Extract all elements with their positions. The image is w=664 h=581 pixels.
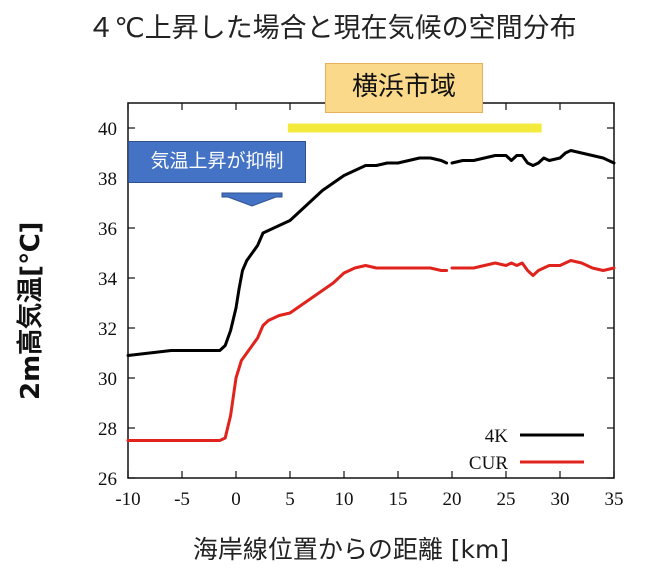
annotation-layer [221,123,542,207]
y-tick-label: 40 [98,119,117,140]
suppression-callout: 気温上昇が抑制 [128,141,306,183]
y-tick-label: 34 [98,269,118,290]
series-line-4k [126,156,449,357]
x-tick-label: 5 [285,489,295,510]
x-tick-label: 30 [551,489,570,510]
series-lines [126,149,616,442]
x-tick-label: 10 [335,489,354,510]
y-tick-label: 38 [98,169,117,190]
series-line-cur [126,264,449,442]
series-line-cur [450,259,616,277]
x-tick-label: 25 [497,489,516,510]
chart-title: ４℃上昇した場合と現在気候の空間分布 [87,13,577,44]
x-tick-label: 0 [231,489,241,510]
legend-label-4k: 4K [485,426,509,447]
y-tick-label: 26 [98,469,117,490]
y-axis-label: 2m高気温[℃] [16,221,46,400]
yokohama-region-label: 横浜市域 [325,63,483,113]
x-tick-label: 15 [389,489,408,510]
x-tick-label: 35 [605,489,624,510]
x-axis-label: 海岸線位置からの距離 [km] [192,535,510,564]
legend-label-cur: CUR [469,453,508,474]
y-tick-label: 30 [98,369,117,390]
x-tick-label: -5 [174,489,190,510]
series-line-4k [450,149,616,167]
y-tick-label: 28 [98,419,117,440]
legend: 4K CUR [469,426,584,474]
axis-tick-labels: -10 -5 0 5 10 15 20 25 30 35 26 28 30 32 34 36 38 40 [98,119,624,510]
x-tick-label: 20 [443,489,462,510]
down-arrow-icon [221,192,283,207]
y-tick-label: 36 [98,219,117,240]
y-tick-label: 32 [98,319,117,340]
x-tick-label: -10 [115,489,140,510]
